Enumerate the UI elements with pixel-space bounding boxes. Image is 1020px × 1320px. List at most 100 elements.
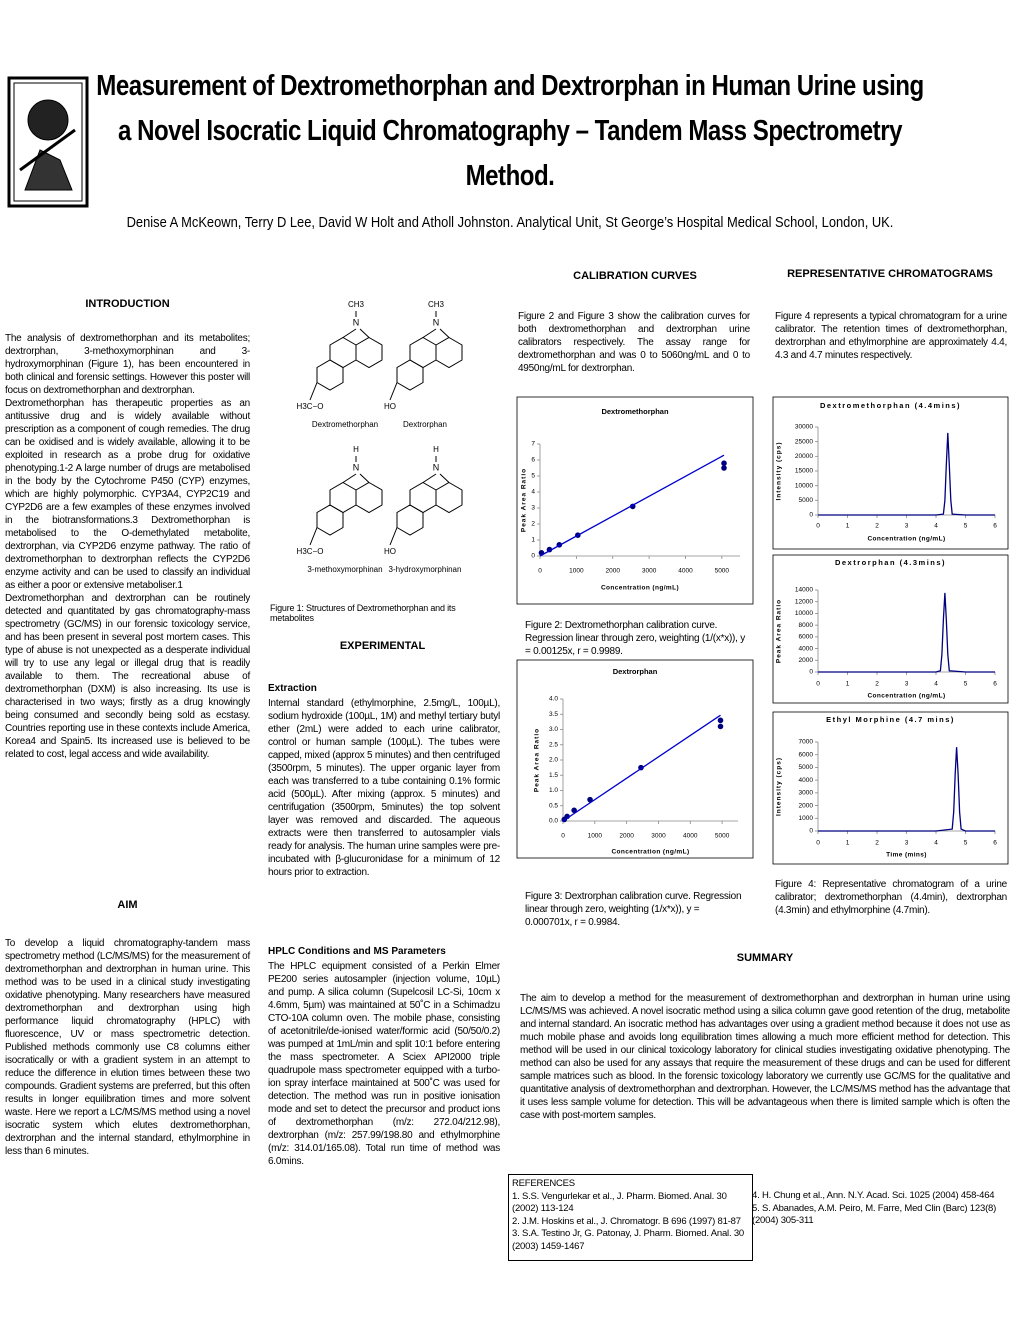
bond	[389, 311, 450, 401]
x-tick-label: 3	[905, 681, 909, 688]
group-label: H	[433, 445, 439, 454]
x-tick-label: 0	[816, 681, 820, 688]
y-tick-label: 3.0	[549, 726, 558, 733]
x-tick-label: 6	[993, 840, 997, 847]
data-point	[721, 460, 727, 467]
y-tick-label: 3.5	[549, 711, 558, 718]
group-label: H3C−O	[297, 402, 324, 411]
y-axis-label: Peak Area Ratio	[776, 599, 783, 663]
group-label: CH3	[348, 300, 365, 309]
group-label: HO	[384, 402, 396, 411]
reference: 4. H. Chung et al., Ann. N.Y. Acad. Sci.…	[752, 1190, 995, 1201]
molecule-name: Dextrorphan	[403, 420, 447, 429]
molecule	[309, 456, 383, 546]
x-tick-label: 2000	[605, 568, 620, 575]
y-tick-label: 4.0	[549, 696, 558, 703]
y-tick-label: 8000	[799, 622, 814, 629]
x-tick-label: 3000	[651, 833, 666, 840]
section-heading: AIM	[117, 899, 138, 911]
x-tick-label: 4	[934, 523, 938, 530]
y-tick-label: 14000	[795, 587, 813, 594]
x-tick-label: 5	[964, 840, 968, 847]
atom-label: N	[433, 317, 440, 327]
x-tick-label: 2	[875, 840, 879, 847]
paragraph: Dextromethorphan has therapeutic propert…	[5, 398, 250, 591]
extraction-text: Internal standard (ethylmorphine, 2.5mg/…	[268, 698, 500, 878]
y-tick-label: 0	[531, 553, 535, 560]
x-tick-label: 4	[934, 681, 938, 688]
x-tick-label: 2	[875, 681, 879, 688]
atom-label: N	[353, 317, 360, 327]
chart: Dextromethorphan (4.4mins) 0 5000 10000 1500…	[772, 396, 1009, 550]
x-tick-label: 6	[993, 523, 997, 530]
x-tick-label: 4000	[683, 833, 698, 840]
ring	[329, 481, 357, 514]
y-axis-label: Intensity (cps)	[776, 757, 783, 816]
x-axis-label: Time (mins)	[886, 852, 927, 859]
y-tick-label: 10000	[795, 610, 813, 617]
y-tick-label: 6000	[799, 634, 814, 641]
y-tick-label: 3	[531, 505, 535, 512]
group-label: H	[353, 445, 359, 454]
poster-title: Measurement of Dextromethorphan and Dext…	[96, 70, 924, 192]
x-tick-label: 3000	[642, 568, 657, 575]
x-tick-label: 3	[905, 840, 909, 847]
reference: 5. S. Abanades, A.M. Peiro, M. Farre, Me…	[752, 1202, 997, 1227]
x-tick-label: 2	[875, 523, 879, 530]
x-tick-label: 0	[538, 568, 542, 575]
y-axis-label: Peak Area Ratio	[534, 728, 541, 792]
figure-caption: Figure 4: Representative chromatogram of…	[775, 879, 1007, 916]
x-tick-label: 5	[964, 523, 968, 530]
section-heading: CALIBRATION CURVES	[573, 270, 697, 282]
ring	[329, 336, 357, 369]
molecule	[389, 456, 463, 546]
group-label: CH3	[428, 300, 445, 309]
data-line	[818, 592, 995, 673]
y-tick-label: 0	[809, 828, 813, 835]
y-tick-label: 2	[531, 521, 535, 528]
molecule-name: 3-hydroxymorphinan	[389, 565, 462, 574]
y-tick-label: 3000	[799, 790, 814, 797]
subheading: Extraction	[268, 683, 317, 694]
x-tick-label: 1	[846, 681, 850, 688]
x-axis-label: Concentration (ng/mL)	[601, 585, 679, 592]
y-tick-label: 25000	[795, 438, 813, 445]
section-heading: SUMMARY	[736, 952, 794, 964]
reference: 3. S.A. Testino Jr, G. Patonay, J. Pharm…	[512, 1228, 745, 1252]
chart: Dextrorphan (4.3mins)0200040006000800010…	[772, 554, 1009, 704]
bond	[309, 311, 370, 401]
y-axis-label: Peak Area Ratio	[521, 468, 528, 532]
y-tick-label: 4	[531, 489, 535, 496]
y-tick-label: 5000	[799, 497, 814, 504]
x-axis-label: Concentration (ng/mL)	[867, 536, 945, 543]
chart-frame	[772, 396, 1009, 550]
y-tick-label: 0.5	[549, 802, 558, 809]
x-tick-label: 1000	[569, 568, 584, 575]
x-tick-label: 6	[993, 681, 997, 688]
data-point	[587, 796, 593, 803]
x-tick-label: 4	[934, 840, 938, 847]
y-tick-label: 6	[531, 457, 535, 464]
y-tick-label: 2000	[799, 657, 814, 664]
y-tick-label: 4000	[799, 777, 814, 784]
reference: 2. J.M. Hoskins et al., J. Chromatogr. B…	[512, 1215, 741, 1227]
chart-title: Dextromethorphan (4.4mins)	[820, 401, 961, 410]
ring	[316, 504, 344, 536]
chart-title: Dextrorphan (4.3mins)	[835, 558, 946, 567]
atom-label: N	[433, 462, 440, 472]
data-point	[717, 717, 724, 724]
y-tick-label: 12000	[795, 598, 813, 605]
introduction-text: The analysis of dextromethorphan and its…	[5, 332, 250, 761]
figure-caption: Figure 3: Dextrorphan calibration curve.…	[525, 891, 742, 928]
data-line	[539, 454, 725, 557]
references-box: REFERENCES 1. S.S. Vengurlekar et al., J…	[508, 1174, 753, 1261]
x-tick-label: 2000	[619, 833, 634, 840]
y-tick-label: 7	[531, 441, 535, 448]
y-tick-label: 1	[531, 537, 535, 544]
data-point	[721, 465, 727, 471]
references-heading: REFERENCES	[512, 1178, 575, 1189]
group-label: HO	[384, 547, 396, 556]
y-tick-label: 1000	[799, 815, 814, 822]
